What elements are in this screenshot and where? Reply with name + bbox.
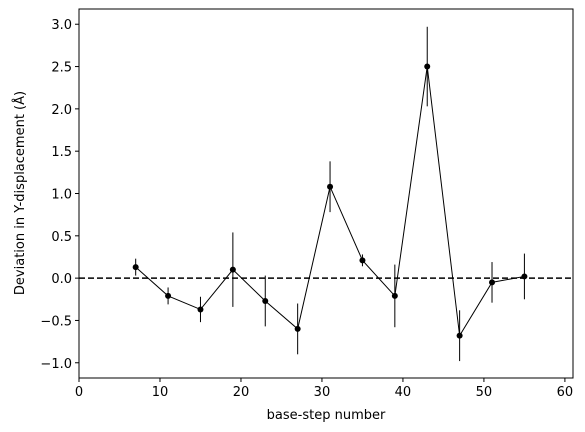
y-tick-label: −0.5 bbox=[40, 314, 72, 329]
y-tick-label: 1.0 bbox=[51, 188, 72, 203]
y-tick-label: 0.5 bbox=[51, 230, 72, 245]
y-tick-label: −1.0 bbox=[40, 357, 72, 372]
x-tick-label: 20 bbox=[233, 385, 250, 400]
y-tick-label: 3.0 bbox=[51, 18, 72, 33]
axes-frame bbox=[78, 8, 574, 379]
data-point bbox=[262, 297, 269, 304]
y-axis-label: Deviation in Y-displacement (Å) bbox=[12, 91, 28, 295]
y-tick-label: 1.5 bbox=[51, 145, 72, 160]
x-tick-label: 30 bbox=[314, 385, 331, 400]
data-point bbox=[359, 257, 366, 264]
data-point bbox=[521, 273, 528, 280]
y-tick-label: 2.5 bbox=[51, 61, 72, 76]
data-point bbox=[229, 266, 236, 273]
data-point bbox=[456, 332, 463, 339]
x-tick-label: 40 bbox=[395, 385, 412, 400]
y-tick-label: 0.0 bbox=[51, 272, 72, 287]
x-tick-label: 60 bbox=[557, 385, 574, 400]
data-point bbox=[424, 63, 431, 70]
data-point bbox=[391, 292, 398, 299]
y-tick-label: 2.0 bbox=[51, 103, 72, 118]
data-point bbox=[294, 325, 301, 332]
x-tick-label: 0 bbox=[75, 385, 83, 400]
data-point bbox=[327, 183, 334, 190]
data-point bbox=[165, 292, 172, 299]
x-tick-label: 10 bbox=[152, 385, 169, 400]
data-point bbox=[197, 306, 204, 313]
data-point bbox=[489, 279, 496, 286]
data-point bbox=[132, 264, 139, 271]
x-axis-label: base-step number bbox=[267, 408, 386, 423]
x-tick-label: 50 bbox=[476, 385, 493, 400]
